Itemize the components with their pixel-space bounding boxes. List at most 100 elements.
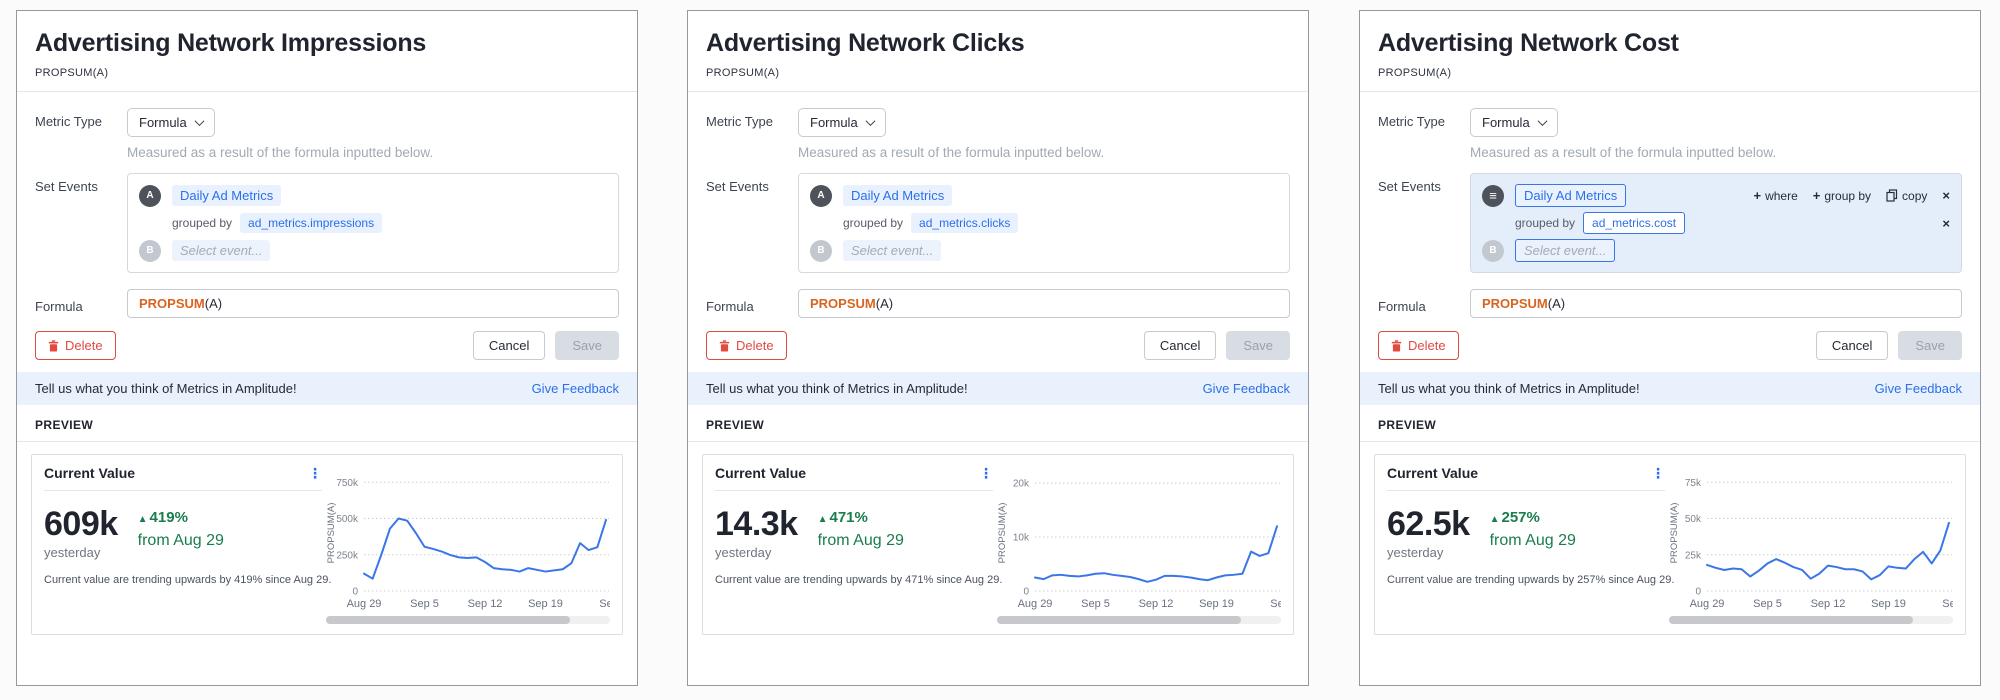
trend-up-icon: ▲ <box>1489 514 1500 525</box>
current-value-title: Current Value <box>1387 465 1479 481</box>
formula-args: (A) <box>204 296 223 311</box>
metric-type-help: Measured as a result of the formula inpu… <box>127 145 434 160</box>
metric-subtitle: PROPSUM(A) <box>706 67 780 79</box>
trash-icon <box>719 339 730 351</box>
grouped-by-label: grouped by <box>1515 216 1576 230</box>
chart-scrollbar[interactable] <box>997 616 1281 624</box>
current-value: 62.5k <box>1387 505 1470 543</box>
metric-type-value: Formula <box>139 115 187 130</box>
grouped-by-property-chip[interactable]: ad_metrics.clicks <box>911 213 1019 233</box>
cancel-button[interactable]: Cancel <box>1143 331 1217 360</box>
formula-input[interactable]: PROPSUM(A) <box>798 289 1290 318</box>
kebab-menu-icon[interactable]: ⋮ <box>979 465 993 481</box>
add-groupby-button[interactable]: + group by <box>1813 188 1871 203</box>
feedback-banner: Tell us what you think of Metrics in Amp… <box>688 372 1308 405</box>
metric-type-dropdown[interactable]: Formula <box>127 108 215 137</box>
current-value-title: Current Value <box>715 465 807 481</box>
preview-card: Current Value ⋮ 62.5k yesterday ▲ 257% fr… <box>1374 454 1966 635</box>
chart-scrollbar[interactable] <box>326 616 610 624</box>
svg-text:Se: Se <box>1942 598 1953 610</box>
page-title: Advertising Network Cost <box>1378 29 1679 57</box>
cancel-button[interactable]: Cancel <box>472 331 546 360</box>
scrollbar-thumb[interactable] <box>1669 616 1914 624</box>
event-b-badge: B <box>139 239 161 262</box>
grouped-by-property-chip[interactable]: ad_metrics.impressions <box>240 213 383 233</box>
svg-text:Sep 5: Sep 5 <box>410 598 439 610</box>
delete-button[interactable]: Delete <box>1378 331 1459 360</box>
copy-event-button[interactable]: copy <box>1886 189 1927 203</box>
formula-function: PROPSUM <box>810 296 876 311</box>
trend-percent: 471% <box>829 509 868 526</box>
save-button[interactable]: Save <box>1226 331 1290 360</box>
add-where-button[interactable]: + where <box>1753 188 1797 203</box>
current-value: 609k <box>44 505 118 543</box>
event-a-chip[interactable]: Daily Ad Metrics <box>843 185 953 206</box>
preview-chart: 0 25k 50k 75k Aug 29 Sep 5 Sep 12 Sep 19 Se PROPS… <box>1669 465 1953 624</box>
trend-up-icon: ▲ <box>137 514 148 525</box>
card-header: Advertising Network Impressions PROPSUM(… <box>17 11 637 91</box>
feedback-text: Tell us what you think of Metrics in Amp… <box>35 381 297 396</box>
metric-form: Metric Type Formula Measured as a result… <box>688 92 1308 372</box>
grouped-by-label: grouped by <box>843 216 904 230</box>
give-feedback-link[interactable]: Give Feedback <box>1874 381 1962 396</box>
event-drag-handle-icon[interactable]: ≡ <box>1482 184 1504 207</box>
scrollbar-thumb[interactable] <box>326 616 571 624</box>
formula-input[interactable]: PROPSUM(A) <box>127 289 619 318</box>
metric-editor-card-impressions: Advertising Network Impressions PROPSUM(… <box>16 10 638 686</box>
current-value-title: Current Value <box>44 465 136 481</box>
set-events-box: ≡ Daily Ad Metrics + where + group by copy… <box>1470 173 1962 273</box>
save-button[interactable]: Save <box>555 331 619 360</box>
delete-label: Delete <box>65 338 103 353</box>
metric-type-help: Measured as a result of the formula inpu… <box>1470 145 1777 160</box>
preview-chart: 0 10k 20k Aug 29 Sep 5 Sep 12 Sep 19 Se PROPSUM(… <box>997 465 1281 624</box>
current-value-caption: yesterday <box>1387 545 1444 560</box>
metric-form: Metric Type Formula Measured as a result… <box>17 92 637 372</box>
select-event-input[interactable]: Select event... <box>172 240 271 261</box>
event-a-chip[interactable]: Daily Ad Metrics <box>172 185 282 206</box>
grouped-by-property-chip[interactable]: ad_metrics.cost <box>1583 212 1686 234</box>
feedback-text: Tell us what you think of Metrics in Amp… <box>706 381 968 396</box>
svg-text:PROPSUM(A): PROPSUM(A) <box>1669 503 1680 564</box>
metric-type-dropdown[interactable]: Formula <box>1470 108 1558 137</box>
kebab-menu-icon[interactable]: ⋮ <box>308 465 322 481</box>
event-a-chip[interactable]: Daily Ad Metrics <box>1515 184 1627 207</box>
cancel-button[interactable]: Cancel <box>1815 331 1889 360</box>
svg-text:Sep 5: Sep 5 <box>1753 598 1782 610</box>
svg-text:250k: 250k <box>336 550 359 561</box>
page-title: Advertising Network Clicks <box>706 29 1025 57</box>
svg-text:Sep 19: Sep 19 <box>528 598 563 610</box>
svg-text:Sep 12: Sep 12 <box>1139 598 1174 610</box>
select-event-input[interactable]: Select event... <box>843 240 942 261</box>
kebab-menu-icon[interactable]: ⋮ <box>1651 465 1665 481</box>
svg-text:Se: Se <box>599 598 610 610</box>
metric-type-dropdown[interactable]: Formula <box>798 108 886 137</box>
svg-text:Sep 19: Sep 19 <box>1871 598 1906 610</box>
remove-groupby-icon[interactable]: × <box>1942 215 1950 231</box>
current-value-caption: yesterday <box>715 545 772 560</box>
formula-label: Formula <box>35 299 83 314</box>
grouped-by-label: grouped by <box>172 216 233 230</box>
formula-args: (A) <box>875 296 894 311</box>
metric-type-help: Measured as a result of the formula inpu… <box>798 145 1105 160</box>
feedback-banner: Tell us what you think of Metrics in Amp… <box>17 372 637 405</box>
set-events-label: Set Events <box>35 179 98 194</box>
give-feedback-link[interactable]: Give Feedback <box>531 381 619 396</box>
copy-icon <box>1886 189 1898 202</box>
feedback-text: Tell us what you think of Metrics in Amp… <box>1378 381 1640 396</box>
scrollbar-thumb[interactable] <box>997 616 1242 624</box>
delete-button[interactable]: Delete <box>706 331 787 360</box>
formula-input[interactable]: PROPSUM(A) <box>1470 289 1962 318</box>
current-value-caption: yesterday <box>44 545 101 560</box>
svg-text:Se: Se <box>1270 598 1281 610</box>
plus-icon: + <box>1753 188 1762 203</box>
select-event-input[interactable]: Select event... <box>1515 239 1616 262</box>
delete-button[interactable]: Delete <box>35 331 116 360</box>
chart-scrollbar[interactable] <box>1669 616 1953 624</box>
svg-text:Aug 29: Aug 29 <box>347 598 382 610</box>
save-button[interactable]: Save <box>1898 331 1962 360</box>
give-feedback-link[interactable]: Give Feedback <box>1202 381 1290 396</box>
preview-section-label: PREVIEW <box>35 418 94 432</box>
trend-note: Current value are trending upwards by 25… <box>1387 574 1675 586</box>
feedback-banner: Tell us what you think of Metrics in Amp… <box>1360 372 1980 405</box>
remove-event-icon[interactable]: × <box>1942 188 1950 203</box>
